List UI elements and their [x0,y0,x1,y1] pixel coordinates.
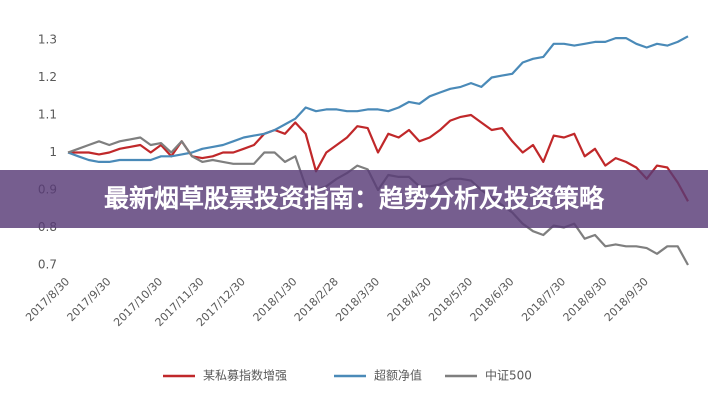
y-tick-label: 1.1 [38,108,57,122]
y-tick-label: 1.3 [38,33,57,47]
series-line [67,35,689,163]
legend: 某私募指数增强 超额净值 中证500 [163,368,532,383]
banner [0,170,708,228]
y-tick-label: 1.2 [38,70,57,84]
y-tick-label: 1 [49,145,57,159]
legend-label: 某私募指数增强 [203,368,287,383]
banner-text: 最新烟草股票投资指南：趋势分析及投资策略 [104,184,605,213]
legend-label: 超额净值 [374,368,422,383]
legend-label: 中证500 [485,368,532,383]
y-tick-label: 0.7 [38,258,57,272]
